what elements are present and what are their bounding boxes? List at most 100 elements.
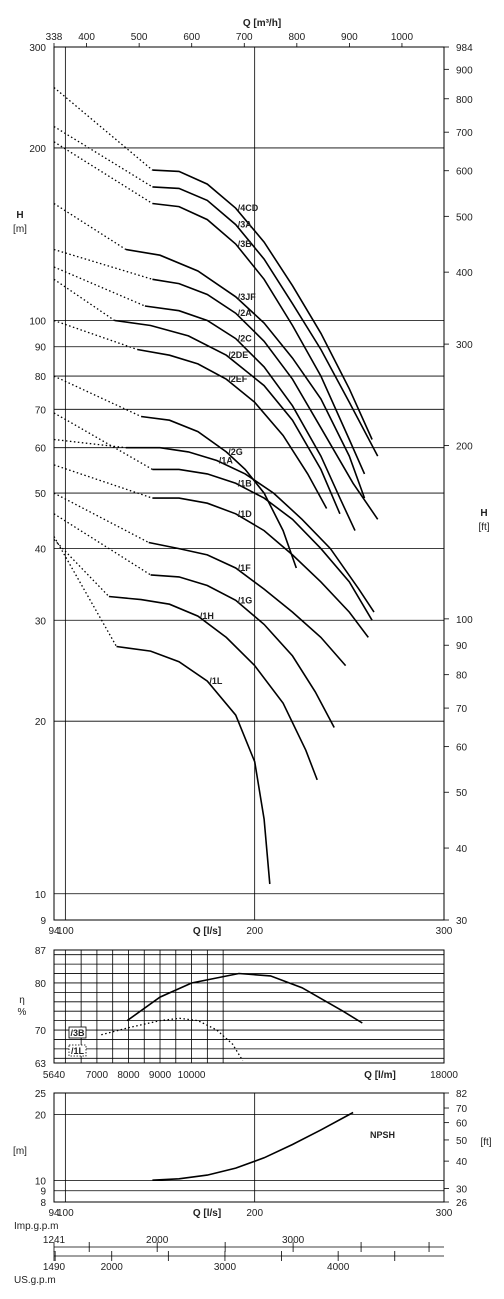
y-right-tick-label: 30 bbox=[456, 1184, 468, 1195]
y-right-tick-label: 50 bbox=[456, 1136, 468, 1147]
y-left-tick-label: 9 bbox=[40, 1187, 46, 1198]
x-top-tick-label: 900 bbox=[341, 32, 358, 43]
x-bottom-tick-label: 8000 bbox=[117, 1070, 140, 1081]
x-bottom-tick-label: 5640 bbox=[43, 1070, 66, 1081]
curve-line bbox=[148, 541, 347, 667]
pump-curve bbox=[53, 266, 356, 531]
y-right-tick-label: 90 bbox=[456, 641, 468, 652]
curve-extrapolation bbox=[53, 248, 153, 280]
legend-label: /1L bbox=[71, 1046, 85, 1056]
curve-line bbox=[152, 202, 366, 475]
y-right-tick-label: 82 bbox=[456, 1089, 468, 1100]
y-left-axis-unit: % bbox=[18, 1007, 27, 1018]
pump-curve bbox=[53, 319, 328, 509]
curve-label: /4CD bbox=[238, 203, 259, 213]
plot-frame bbox=[53, 949, 445, 1064]
pump-curve bbox=[53, 412, 373, 621]
pump-curve bbox=[53, 539, 318, 781]
y-right-tick-label: 40 bbox=[456, 1157, 468, 1168]
curve-line bbox=[144, 305, 356, 531]
curve-line bbox=[116, 645, 271, 885]
y-left-tick-label: 20 bbox=[35, 1110, 47, 1121]
x-bottom-tick-label: 9000 bbox=[149, 1070, 172, 1081]
pump-curve bbox=[53, 513, 335, 728]
y-right-tick-label: 40 bbox=[456, 844, 468, 855]
y-left-axis-label: H bbox=[16, 210, 23, 221]
y-right-axis-unit: [ft] bbox=[478, 522, 489, 533]
x-bottom-axis-label: Q [l/s] bbox=[193, 1208, 221, 1219]
efficiency-curve bbox=[126, 972, 363, 1024]
x-top-axis-label: Q [m³/h] bbox=[243, 18, 281, 29]
curve-label: /1A bbox=[219, 455, 234, 465]
curve-extrapolation bbox=[53, 492, 150, 544]
curve-line bbox=[152, 468, 373, 621]
curve-line bbox=[108, 595, 318, 781]
curve-line bbox=[152, 186, 379, 457]
y-left-tick-label: 80 bbox=[35, 372, 47, 383]
y-left-tick-label: 80 bbox=[35, 979, 47, 990]
y-left-tick-label: 9 bbox=[40, 916, 46, 927]
x-top-tick-label: 700 bbox=[236, 32, 253, 43]
x-bottom-axis-label: Q [l/s] bbox=[193, 926, 221, 937]
y-right-axis-unit: [ft] bbox=[480, 1137, 491, 1148]
y-left-tick-label: 30 bbox=[35, 616, 47, 627]
plot-frame bbox=[53, 1092, 445, 1203]
scale-tick-label: 4000 bbox=[327, 1262, 350, 1273]
y-right-tick-label: 600 bbox=[456, 167, 473, 178]
curve-label: /1L bbox=[209, 676, 223, 686]
y-left-tick-label: 100 bbox=[29, 317, 46, 328]
curve-line bbox=[152, 278, 379, 520]
y-right-tick-label: 30 bbox=[456, 916, 468, 927]
x-bottom-tick-label: 100 bbox=[57, 926, 74, 937]
y-left-tick-label: 200 bbox=[29, 144, 46, 155]
x-bottom-tick-label: 300 bbox=[436, 1208, 453, 1219]
curve-extrapolation bbox=[53, 319, 138, 351]
pump-curve bbox=[53, 492, 347, 667]
curve-extrapolation bbox=[53, 375, 142, 418]
y-left-axis-unit: [m] bbox=[13, 224, 27, 235]
y-left-tick-label: 63 bbox=[35, 1059, 47, 1070]
curve-label: /2C bbox=[238, 334, 253, 344]
y-right-tick-label: 700 bbox=[456, 128, 473, 139]
x-bottom-axis-label: Q [l/m] bbox=[364, 1070, 396, 1081]
pump-curve bbox=[53, 125, 379, 457]
y-right-tick-label: 500 bbox=[456, 212, 473, 223]
curve-label: /1F bbox=[238, 563, 252, 573]
curve-extrapolation bbox=[53, 539, 110, 597]
y-right-tick-label: 50 bbox=[456, 788, 468, 799]
curve-label: /3A bbox=[238, 220, 253, 230]
panel-efficiency bbox=[53, 949, 445, 1064]
y-left-tick-label: 60 bbox=[35, 444, 47, 455]
y-left-tick-label: 10 bbox=[35, 1177, 47, 1188]
y-left-tick-label: 70 bbox=[35, 1026, 47, 1037]
panel-head-flow bbox=[53, 43, 449, 921]
pump-curve bbox=[53, 464, 369, 638]
curve-extrapolation bbox=[53, 125, 153, 188]
curve-label: /2EF bbox=[228, 374, 248, 384]
curve-extrapolation bbox=[53, 412, 153, 470]
curve-label: /3JF bbox=[238, 292, 257, 302]
x-bottom-tick-label: 7000 bbox=[86, 1070, 109, 1081]
pump-curve bbox=[53, 141, 366, 475]
x-bottom-tick-label: 94 bbox=[48, 926, 60, 937]
y-right-axis-label: H bbox=[480, 508, 487, 519]
plot-frame bbox=[53, 46, 445, 921]
y-right-tick-label: 200 bbox=[456, 442, 473, 453]
scale-tick-label: 2000 bbox=[101, 1262, 124, 1273]
curve-line bbox=[125, 446, 375, 613]
y-right-tick-label: 70 bbox=[456, 1104, 468, 1115]
y-right-tick-label: 60 bbox=[456, 1119, 468, 1130]
curve-label: /2A bbox=[238, 308, 253, 318]
curve-label: /1B bbox=[238, 478, 253, 488]
pump-curve bbox=[53, 202, 366, 499]
x-bottom-tick-label: 18000 bbox=[430, 1070, 458, 1081]
curve-line bbox=[152, 169, 373, 440]
curve-label: /1H bbox=[200, 611, 214, 621]
npsh-annotation: NPSH bbox=[370, 1130, 395, 1140]
pump-curve bbox=[53, 438, 375, 613]
efficiency-curve bbox=[101, 1017, 244, 1061]
y-right-tick-label: 70 bbox=[456, 704, 468, 715]
curve-line bbox=[137, 348, 328, 509]
pump-curve bbox=[53, 87, 373, 440]
